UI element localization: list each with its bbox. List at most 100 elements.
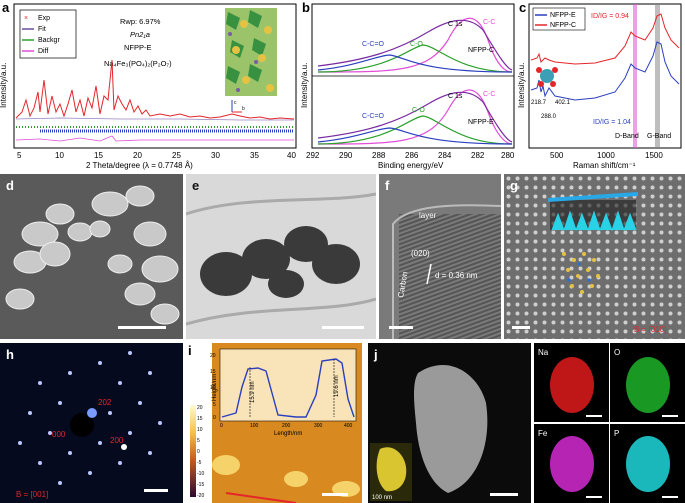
xtick-a-5: 25 <box>172 151 181 160</box>
xps-bot-cco <box>317 127 513 145</box>
xtick-a-1: 5 <box>17 151 22 160</box>
height-1: 15.9 nm <box>250 381 256 403</box>
panel-letter-c: c <box>519 0 526 15</box>
svg-text:c: c <box>234 100 237 106</box>
xtick-b-4: 286 <box>405 151 419 160</box>
b-top-cc: C-C <box>483 19 495 26</box>
xtick-b-7: 280 <box>501 151 515 160</box>
haadf-image-j: j 100 nm <box>368 343 531 503</box>
g-band-marker <box>655 4 660 148</box>
scale-bar-g <box>512 326 530 329</box>
scale-bar-i <box>322 493 348 496</box>
xlabel-b: Binding energy/eV <box>378 161 444 170</box>
panel-c: c NFPP-E NFPP-C ID/IG = 0.94 ID/IG = 1.0… <box>517 0 682 170</box>
scale-bar-d <box>118 326 166 329</box>
g-intensity-bar <box>547 192 639 202</box>
map-fe: Fe <box>534 424 609 503</box>
g-band-label: G-Band <box>647 133 671 140</box>
xrd-fit-curve <box>15 117 294 121</box>
b-top-co: C-O <box>410 41 423 48</box>
ylabel-c: Intensity/a.u. <box>517 63 526 108</box>
ylabel-i: Height/nm <box>212 374 218 401</box>
xtick-b-1: 292 <box>306 151 320 160</box>
b-bot-cco: C-C=O <box>362 113 385 120</box>
panel-letter-f: f <box>385 178 390 193</box>
xtick-a-2: 10 <box>55 151 64 160</box>
ytick-i-2: 5 <box>213 402 216 408</box>
ratio-nfpp-e: ID/IG = 1.04 <box>593 119 631 126</box>
xlabel-c: Raman shift/cm⁻¹ <box>573 161 636 170</box>
d-band-marker <box>633 4 637 148</box>
xticks-i: 0 100 200 300 400 <box>220 423 353 429</box>
afm-profile-line <box>225 492 297 503</box>
xtick-i-4: 300 <box>314 423 323 429</box>
sample-label: NFPP-E <box>124 43 152 52</box>
peak-288: 288.0 <box>541 114 557 120</box>
raman-nfpp-c <box>530 13 680 65</box>
map-label-o: O <box>614 348 620 357</box>
xtick-a-6: 30 <box>211 151 220 160</box>
xrd-diff-curve <box>15 135 294 142</box>
xtick-a-4: 20 <box>133 151 142 160</box>
xlabel-i: Length/nm <box>274 431 302 437</box>
xrd-exp-curve <box>15 59 295 120</box>
legend-backgr: Backgr <box>38 37 60 44</box>
b-top-c1s: C 1s <box>448 21 463 28</box>
xtick-i-1: 0 <box>220 423 223 429</box>
legend-nfpp-e: NFPP-E <box>550 12 576 19</box>
xtick-c-1: 500 <box>550 151 564 160</box>
panel-letter-i: i <box>188 343 192 358</box>
panel-letter-g: g <box>510 178 518 193</box>
peak-402: 402.1 <box>555 100 571 106</box>
crystal-structure-image <box>225 8 277 96</box>
afm-scale-9: -20 <box>197 493 204 499</box>
f-plane-label: (020) <box>411 249 430 258</box>
panel-letter-h: h <box>6 347 14 362</box>
xlabel-a: 2 Theta/degree (λ = 0.7748 Å) <box>86 161 193 170</box>
afm-scale-7: -10 <box>197 471 204 477</box>
hrtem-image-f: f layer Carbon (020) d = 0.36 nm <box>379 174 501 339</box>
panel-letter-d: d <box>6 178 14 193</box>
afm-scale-2: 15 <box>197 416 203 422</box>
legend-exp: Exp <box>38 15 50 22</box>
legend-a-items: × Exp Fit Backgr Diff <box>22 15 60 55</box>
legend-fit: Fit <box>38 26 46 33</box>
legend-diff: Diff <box>38 48 48 55</box>
g-intensity-profile <box>551 210 637 232</box>
b-top-sample: NFPP-C <box>468 47 494 54</box>
sem-image-d: d <box>0 174 183 339</box>
panel-b: b C 1s C-C C-O C-C=O NFPP-C C 1s C-C C-O… <box>300 0 515 170</box>
xps-top-cco <box>317 54 513 73</box>
g-zone-axis: B = [010] <box>634 325 666 334</box>
map-o: O <box>610 343 685 422</box>
f-layer-label: layer <box>419 211 437 220</box>
panel-letter-b: b <box>302 0 310 15</box>
f-carbon-label: Carbon <box>396 271 409 298</box>
xticks-b: 292 290 288 286 284 282 280 <box>306 151 515 160</box>
saed-pattern-h: h 202 000 200 B = [001] <box>0 343 183 503</box>
svg-text:b: b <box>242 106 245 112</box>
xtick-a-8: 40 <box>287 151 296 160</box>
raman-nfpp-e <box>530 41 680 101</box>
xtick-b-5: 284 <box>438 151 452 160</box>
scale-bar-h <box>144 489 168 492</box>
b-bot-c1s: C 1s <box>448 93 463 100</box>
h-zone-axis: B = [001] <box>16 490 48 499</box>
b-bot-cc: C-C <box>483 91 495 98</box>
panel-i: i 20 15 10 5 0 -5 -10 -15 -20 15.9 nm 19… <box>188 343 362 503</box>
afm-scale-8: -15 <box>197 482 204 488</box>
map-label-na: Na <box>538 348 549 357</box>
b-bot-sample: NFPP-E <box>468 119 494 126</box>
ylabel-a: Intensity/a.u. <box>0 63 8 108</box>
xtick-i-3: 200 <box>282 423 291 429</box>
panel-letter-e: e <box>192 178 199 193</box>
haadf-image-g: g B = [010] <box>504 174 685 339</box>
spot-200: 200 <box>110 436 124 445</box>
ratio-nfpp-c: ID/IG = 0.94 <box>591 13 629 20</box>
formula-label: Na₄Fe₃(PO₄)₂(P₂O₇) <box>104 59 172 68</box>
bragg-ticks <box>16 126 294 133</box>
xps-bot-co <box>317 115 513 145</box>
xtick-b-3: 288 <box>372 151 386 160</box>
b-top-cco: C-C=O <box>362 41 385 48</box>
scale-bar-e <box>322 326 364 329</box>
